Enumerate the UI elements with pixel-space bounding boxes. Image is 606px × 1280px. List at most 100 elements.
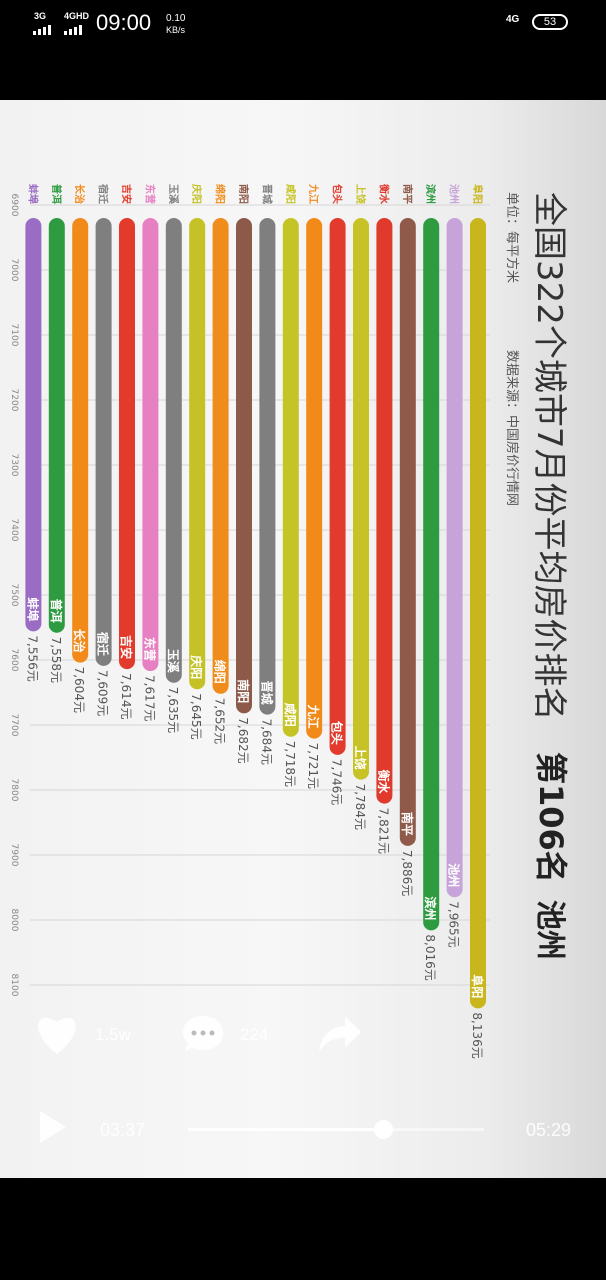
bar-category-label: 上饶: [354, 184, 367, 204]
bar-category-label: 吉安: [120, 184, 133, 204]
bar: [423, 218, 440, 931]
bar: [142, 218, 159, 672]
bar-category-label: 阜阳: [471, 184, 484, 204]
play-icon: [40, 1111, 66, 1143]
signal-icon-1: [33, 22, 51, 40]
video-frame: 6900 7000 7100 7200 7300 7400 7500 7600 7700 7800…: [0, 100, 606, 1178]
bar-category-label: 九江: [307, 183, 320, 204]
play-button[interactable]: [38, 1109, 68, 1150]
axis-tick-label: 7700: [9, 714, 19, 737]
status-bar: 3G 4GHD 09:00 0.10 KB/s 4G 53: [0, 0, 606, 100]
rank-text: 第106名: [532, 752, 570, 883]
bar-name-label: 晋城: [259, 681, 274, 705]
bar-category-label: 普洱: [50, 184, 63, 204]
clock: 09:00: [96, 10, 152, 35]
chart-source: 数据来源：中国房价行情网: [504, 350, 520, 506]
bar: [282, 218, 299, 737]
bar-category-label: 包头: [331, 184, 344, 204]
like-button[interactable]: [34, 1012, 80, 1061]
player-controls: 1.5w 224 03:37 05:29: [0, 980, 606, 1178]
bar-value-label: 8,136元: [470, 1012, 484, 1058]
bar-name-label: 包头: [330, 720, 345, 745]
bar-name-label: 吉安: [119, 635, 134, 659]
net-speed-unit: KB/s: [166, 25, 186, 35]
bar-category-label: 衡水: [377, 184, 390, 205]
bar-name-label: 咸阳: [283, 703, 298, 727]
heart-icon: [38, 1017, 76, 1054]
bar-value-label: 7,604元: [72, 667, 86, 713]
axis-tick-label: 7100: [9, 324, 19, 347]
right-net-label: 4G: [506, 14, 520, 25]
bar: [399, 218, 416, 846]
bar-value-label: 7,614元: [119, 673, 133, 719]
axis-tick-label: 7000: [9, 259, 19, 282]
bar: [376, 218, 393, 804]
bar-category-label: 宿迁: [97, 184, 110, 204]
bar-value-label: 7,821元: [376, 808, 390, 854]
bar: [329, 218, 346, 755]
bottom-bar: [0, 1178, 606, 1280]
bar-name-label: 宿迁: [96, 632, 111, 656]
axis-tick-label: 8000: [9, 909, 19, 932]
bar-value-label: 7,682元: [236, 717, 250, 763]
bar-value-label: 7,784元: [353, 784, 367, 830]
bar: [165, 218, 182, 683]
bar: [353, 218, 369, 780]
bar-value-label: 7,718元: [283, 741, 297, 787]
axis-tick-label: 7200: [9, 389, 19, 412]
net-speed-value: 0.10: [166, 13, 186, 24]
comment-button[interactable]: [181, 1012, 225, 1061]
chart-unit: 单位：每平方米: [504, 192, 520, 283]
bar-name-label: 衡水: [376, 770, 391, 795]
share-icon: [319, 1016, 361, 1052]
bar-value-label: 7,635元: [166, 687, 180, 733]
comment-count: 224: [240, 1025, 269, 1044]
signal-icon-2: [64, 22, 90, 40]
like-count: 1.5w: [95, 1025, 131, 1044]
axis-tick-label: 7300: [9, 454, 19, 477]
axis-tick-label: 7500: [9, 584, 19, 607]
bar-category-label: 南阳: [237, 184, 250, 204]
bar-category-label: 长治: [73, 184, 86, 204]
bar-name-label: 庆阳: [189, 654, 204, 679]
bar-category-label: 滨州: [424, 184, 437, 204]
bar-value-label: 7,645元: [189, 693, 203, 739]
bar-name-label: 东营: [142, 637, 157, 661]
bar-category-label: 东营: [143, 184, 156, 204]
city-text: 池州: [532, 900, 567, 960]
bar: [48, 218, 65, 633]
bar-name-label: 滨州: [423, 896, 438, 920]
bar-category-label: 池州: [448, 184, 461, 204]
progress-knob[interactable]: [374, 1120, 394, 1139]
progress-track[interactable]: [188, 1120, 484, 1139]
share-button[interactable]: [317, 1014, 363, 1059]
bar-name-label: 南平: [400, 812, 415, 836]
bar-value-label: 7,965元: [447, 901, 461, 947]
bar-category-label: 玉溪: [167, 184, 180, 205]
bar-name-label: 玉溪: [166, 649, 181, 674]
bar-name-label: 长治: [72, 629, 87, 653]
bar-value-label: 7,609元: [96, 670, 110, 716]
axis-tick-label: 7600: [9, 649, 19, 672]
bar: [470, 218, 486, 1009]
bar: [119, 218, 135, 670]
net2-label: 4GHD: [64, 11, 90, 21]
bar-value-label: 8,016元: [423, 934, 437, 980]
bar-category-label: 晋城: [260, 184, 273, 204]
bar: [446, 218, 463, 898]
bar: [189, 218, 206, 690]
battery-icon: [532, 14, 568, 30]
bar-category-label: 庆阳: [190, 183, 203, 204]
axis-tick-label: 7900: [9, 844, 19, 867]
